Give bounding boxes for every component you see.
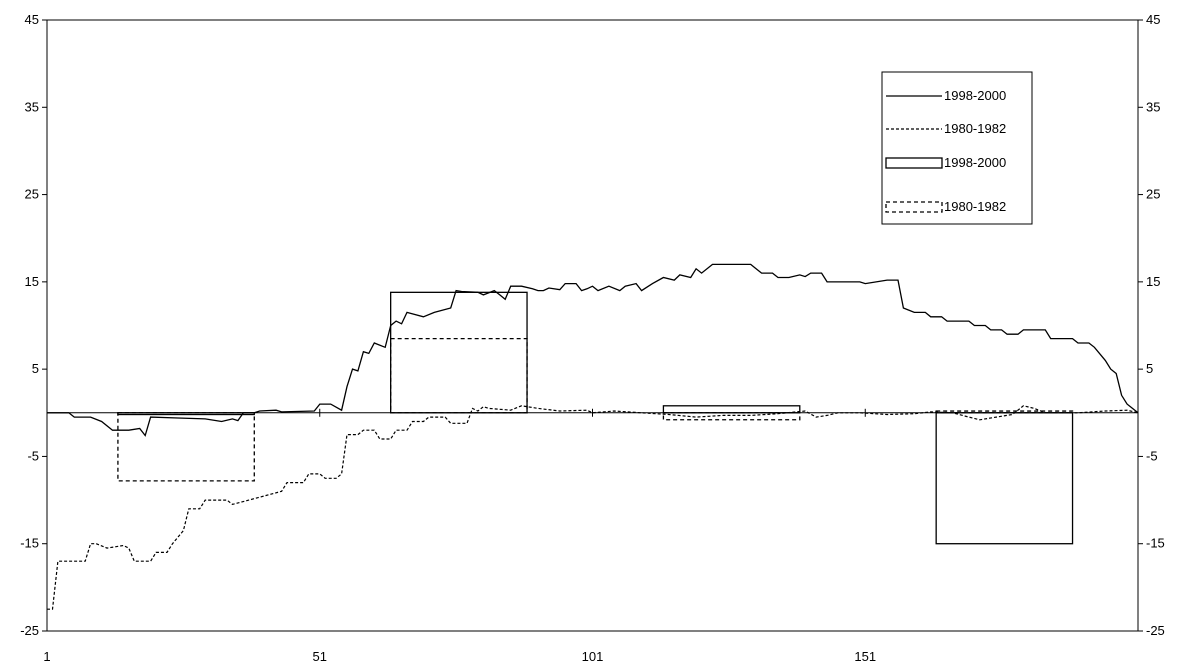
dashed-line-1980-1982 [47, 405, 1139, 610]
legend-swatch-solid-box [885, 157, 943, 169]
y-tick-label-right: -15 [1146, 536, 1165, 551]
y-tick-label-right: 35 [1146, 99, 1160, 114]
y-tick-label-left: 15 [25, 274, 39, 289]
x-tick-label: 1 [43, 649, 50, 664]
y-tick-label-left: 25 [25, 187, 39, 202]
right-y-axis: -25 -15 -5 5 15 25 35 45 [1138, 12, 1165, 638]
y-tick-label-left: -5 [27, 448, 39, 463]
x-axis: 1 51 101 151 [43, 408, 876, 664]
legend-label: 1998-2000 [944, 88, 1006, 103]
y-tick-label-left: -25 [20, 623, 39, 638]
x-tick-label: 51 [313, 649, 327, 664]
legend-label: 1980-1982 [944, 199, 1006, 214]
y-tick-label-left: 35 [25, 99, 39, 114]
legend: 1998-2000 1980-1982 1998-2000 1980-1982 [881, 71, 1033, 225]
series-layer [47, 263, 1139, 610]
legend-label: 1998-2000 [944, 155, 1006, 170]
y-tick-label-right: -25 [1146, 623, 1165, 638]
y-tick-label-right: 5 [1146, 361, 1153, 376]
dashed-box-1980-1982 [662, 412, 801, 421]
legend-box [881, 71, 1033, 225]
y-tick-label-right: 45 [1146, 12, 1160, 27]
legend-swatch-dashed-box [885, 201, 943, 213]
y-tick-label-right: 25 [1146, 187, 1160, 202]
x-tick-label: 101 [582, 649, 604, 664]
legend-label: 1980-1982 [944, 121, 1006, 136]
solid-line-1998-2000 [47, 263, 1139, 437]
y-tick-label-left: 45 [25, 12, 39, 27]
y-tick-label-left: -15 [20, 536, 39, 551]
y-tick-label-right: 15 [1146, 274, 1160, 289]
left-y-axis: -25 -15 -5 5 15 25 35 45 [20, 12, 47, 638]
y-tick-label-left: 5 [32, 361, 39, 376]
x-tick-label: 151 [854, 649, 876, 664]
dashed-box-1980-1982 [117, 412, 255, 482]
y-tick-label-right: -5 [1146, 448, 1158, 463]
